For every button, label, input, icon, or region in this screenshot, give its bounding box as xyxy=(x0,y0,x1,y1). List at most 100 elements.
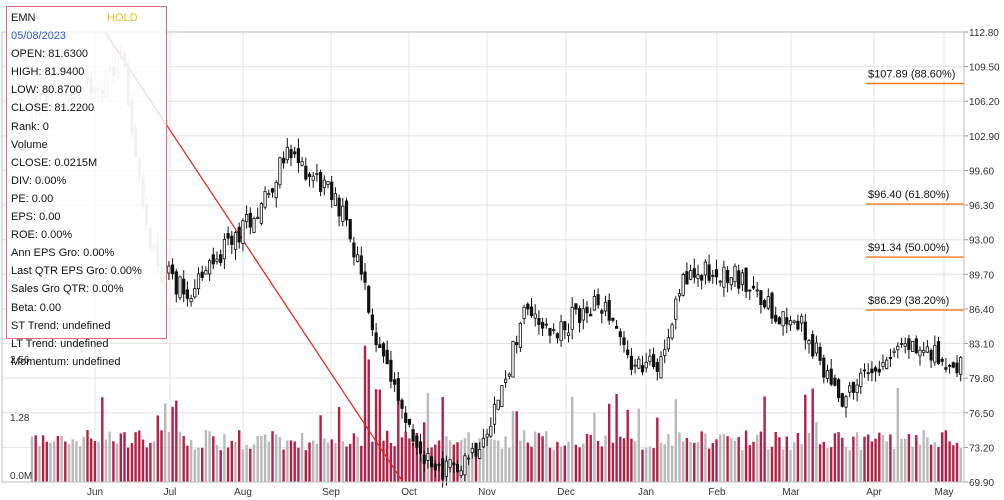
quote-date: 05/08/2023 xyxy=(11,30,67,43)
volume-bar xyxy=(75,441,78,482)
candle-body xyxy=(355,254,360,262)
month-label: May xyxy=(935,487,954,498)
volume-bar xyxy=(793,442,796,482)
candle-body xyxy=(526,303,530,310)
volume-bar xyxy=(341,441,344,482)
volume-bar xyxy=(156,415,159,482)
candle-body xyxy=(711,274,715,277)
candle-body xyxy=(600,310,604,314)
candle-body xyxy=(352,242,356,258)
candle-body xyxy=(737,270,741,289)
volume-bar xyxy=(600,446,603,482)
candle-body xyxy=(189,298,193,303)
candle-body xyxy=(452,462,456,466)
volume-bar xyxy=(400,437,404,482)
volume-bar xyxy=(778,437,781,482)
candle-body xyxy=(822,357,826,378)
volume-bar xyxy=(559,446,563,482)
volume-bar xyxy=(800,444,803,482)
volume-bar xyxy=(152,441,156,482)
candle-body xyxy=(178,276,182,299)
candle-body xyxy=(744,267,748,292)
volume-bar xyxy=(64,441,67,482)
candle-body xyxy=(552,329,556,332)
candle-body xyxy=(740,272,745,285)
candle-body xyxy=(700,275,704,281)
volume-bar xyxy=(130,443,134,482)
candle-body xyxy=(193,288,197,298)
volume-bar xyxy=(541,436,544,482)
volume-bar xyxy=(878,432,881,482)
candle-body xyxy=(293,151,297,155)
candle-body xyxy=(489,425,493,437)
volume-bar xyxy=(178,431,182,482)
candle-body xyxy=(948,365,952,367)
candle-body xyxy=(381,343,386,357)
volume-bar xyxy=(212,436,215,482)
candle-body xyxy=(618,331,622,338)
candle-body xyxy=(866,372,870,375)
candle-body xyxy=(415,435,419,448)
volume-bar xyxy=(482,440,485,482)
candle-body xyxy=(211,254,215,265)
candle-body xyxy=(548,327,552,336)
volume-bar xyxy=(900,438,903,482)
volume-tick-label: 0.0M xyxy=(10,471,32,482)
volume-bar xyxy=(748,445,751,482)
volume-bar xyxy=(500,448,504,482)
volume-bar xyxy=(56,436,60,482)
info-row-beta: Beta: 0.00 xyxy=(11,301,62,314)
volume-bar xyxy=(885,441,888,482)
volume-bar xyxy=(252,444,256,482)
candle-body xyxy=(274,181,278,199)
candle-body xyxy=(770,292,774,319)
candle-body xyxy=(922,349,926,353)
volume-bar xyxy=(134,432,137,482)
candle-body xyxy=(304,165,308,180)
candle-body xyxy=(825,370,830,379)
volume-bar xyxy=(726,436,729,482)
volume-bar xyxy=(104,439,108,482)
volume-bar xyxy=(571,396,574,482)
candle-body xyxy=(859,372,863,388)
candle-body xyxy=(574,303,578,310)
candle-body xyxy=(518,322,523,348)
candle-body xyxy=(200,271,204,278)
volume-bar xyxy=(578,447,581,482)
candle-body xyxy=(844,396,848,408)
candle-body xyxy=(951,362,955,368)
volume-bar xyxy=(619,436,622,482)
candle-body xyxy=(259,203,264,224)
candle-body xyxy=(585,306,589,314)
candle-body xyxy=(659,356,663,379)
candle-body xyxy=(182,278,186,295)
volume-bar xyxy=(737,436,740,482)
candle-body xyxy=(511,341,515,378)
volume-bar xyxy=(848,450,851,482)
volume-bar xyxy=(349,443,352,482)
candle-body xyxy=(441,458,445,480)
volume-bar xyxy=(60,436,63,482)
volume-bar xyxy=(485,435,489,482)
volume-bar xyxy=(889,434,892,482)
candle-body xyxy=(496,399,500,410)
price-tick-label: 106.20 xyxy=(969,97,1000,108)
volume-bar xyxy=(608,403,611,482)
volume-bar xyxy=(807,432,811,482)
candle-body xyxy=(407,418,412,425)
price-tick-label: 93.00 xyxy=(969,236,994,247)
candle-body xyxy=(481,437,486,448)
volume-bar xyxy=(215,444,219,482)
volume-bar xyxy=(874,438,877,482)
volume-bar xyxy=(411,442,415,482)
ticker-symbol: EMN xyxy=(11,12,36,24)
volume-bar xyxy=(164,403,167,482)
volume-bar xyxy=(426,393,430,482)
volume-bar xyxy=(881,434,885,482)
candle-body xyxy=(581,308,585,321)
candle-body xyxy=(392,379,397,385)
candle-body xyxy=(796,320,800,330)
volume-bar xyxy=(119,433,122,482)
volume-bar xyxy=(267,441,270,482)
candle-body xyxy=(936,341,941,365)
